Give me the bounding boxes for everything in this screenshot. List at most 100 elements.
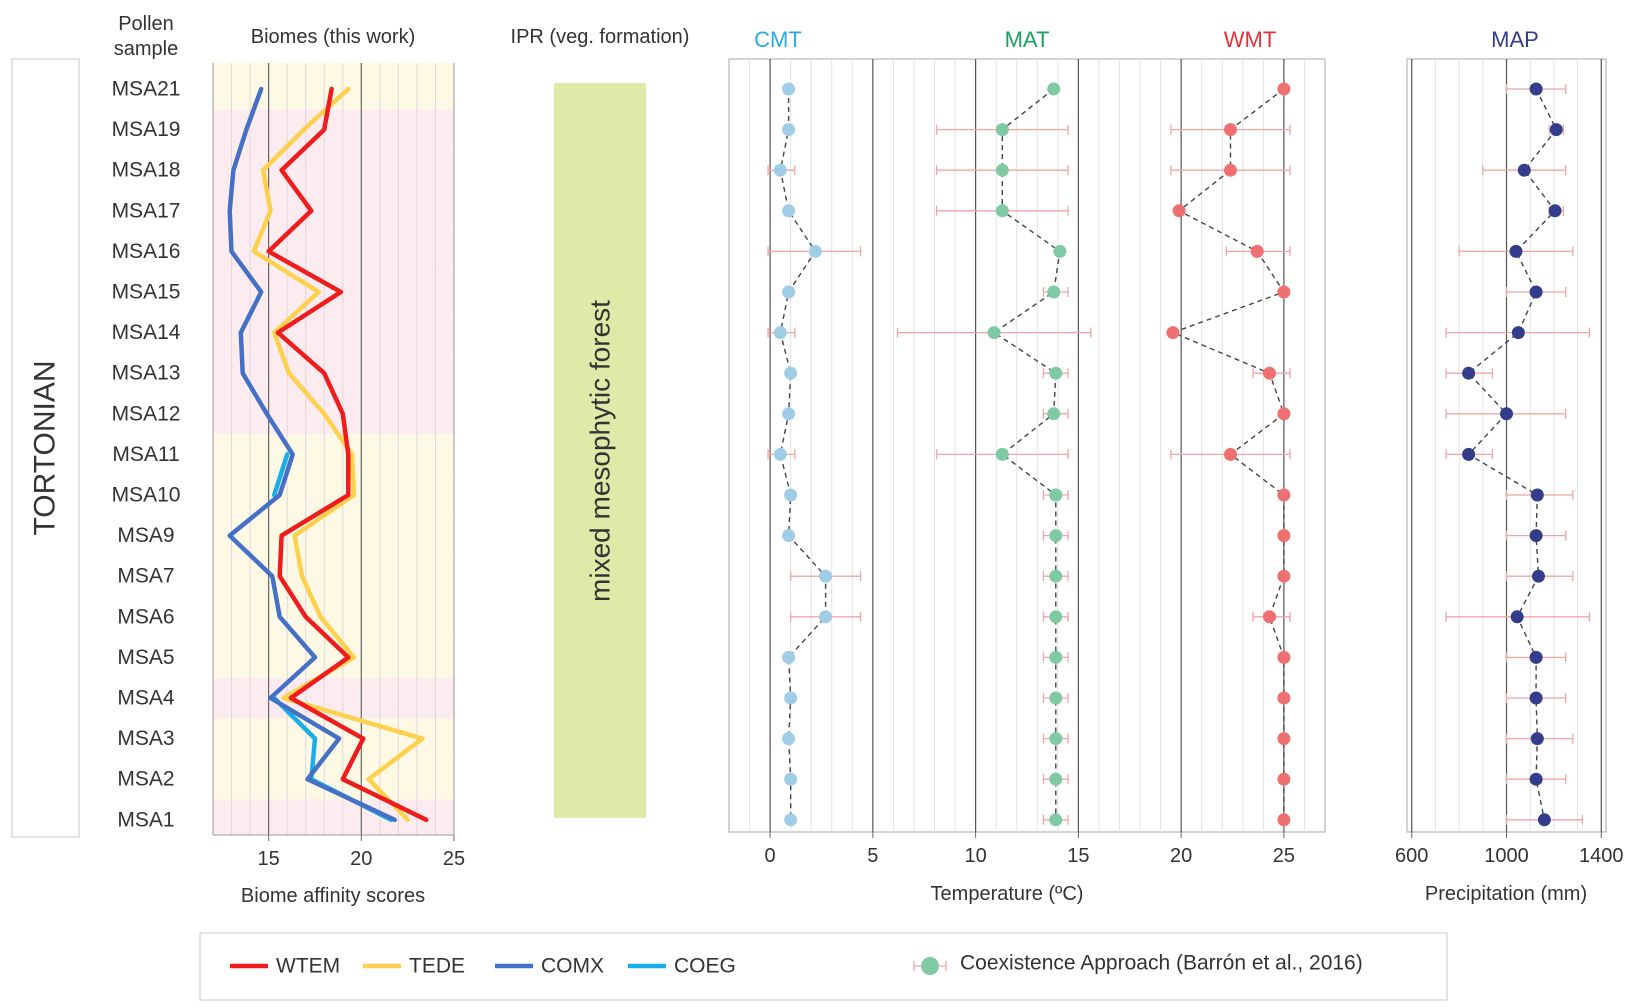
x-tick-label: 0 [765,845,776,867]
data-point-wmt [1166,326,1180,340]
data-point-map [1531,569,1545,583]
legend-box [199,932,1448,1001]
data-point-wmt [1277,813,1291,827]
sample-label: MSA10 [112,484,181,507]
data-point-cmt [773,326,787,340]
data-point-cmt [782,82,796,96]
sample-label: MSA21 [112,78,181,101]
header-pollen-line1: Pollen [118,13,174,35]
data-point-wmt [1172,204,1186,218]
data-point-map [1529,691,1543,705]
data-point-mat [1049,529,1063,543]
sample-label: MSA15 [112,281,181,304]
data-point-mat [1049,488,1063,502]
data-point-mat [995,123,1009,137]
data-point-mat [987,326,1001,340]
data-point-wmt [1277,650,1291,664]
series-line-tede [251,86,425,823]
data-point-mat [1049,691,1063,705]
x-tick-label: 25 [1273,845,1295,867]
data-point-map [1529,82,1543,96]
data-point-wmt [1277,569,1291,583]
data-point-cmt [784,691,798,705]
ipr-bar [554,83,646,818]
sample-labels: MSA21 MSA19 MSA18 MSA17 MSA16 MSA15 MSA14 MSA13… [112,78,181,832]
data-point-wmt [1223,163,1237,177]
temperature-panel: 0 5 10 15 20 25 Temperature (ºC) [728,58,1326,905]
legend-ca-marker [921,957,939,975]
data-point-mat [1049,772,1063,786]
data-point-map [1462,447,1476,461]
data-point-cmt [782,529,796,543]
legend-ca-label: Coexistence Approach (Barrón et al., 201… [960,952,1363,975]
background-band [213,190,454,232]
vegetation-label: mixed mesophytic forest [585,300,616,602]
data-point-wmt [1277,488,1291,502]
data-point-wmt [1277,407,1291,421]
data-point-mat [995,447,1009,461]
data-point-mat [1049,610,1063,624]
sample-label: MSA3 [117,727,174,750]
sample-label: MSA5 [117,646,174,669]
background-band [213,515,454,556]
header-ipr: IPR (veg. formation) [511,26,690,48]
series-line-comx [227,86,397,823]
data-point-mat [1047,285,1061,299]
x-tick-label: 15 [257,848,279,870]
data-point-cmt [782,123,796,137]
stage-box [11,58,80,838]
data-point-map [1548,204,1562,218]
data-point-cmt [782,407,796,421]
data-point-mat [1049,569,1063,583]
header-wmt: WMT [1224,27,1277,52]
sample-label: MSA18 [112,159,181,182]
background-band [213,555,454,597]
header-map: MAP [1491,27,1539,52]
data-point-cmt [784,488,798,502]
data-point-map [1530,732,1544,746]
data-point-mat [1049,366,1063,380]
data-point-cmt [773,163,787,177]
plot-frame [728,58,1326,833]
data-point-wmt [1277,691,1291,705]
header-biomes: Biomes (this work) [251,26,415,48]
data-point-wmt [1263,366,1277,380]
data-point-cmt [784,772,798,786]
data-point-map [1529,529,1543,543]
data-point-map [1462,366,1476,380]
background-band [213,109,454,150]
biome-panel: 15 20 25 Biome affinity scores [212,63,465,907]
data-point-map [1509,244,1523,258]
data-point-wmt [1277,285,1291,299]
data-point-wmt [1277,732,1291,746]
x-tick-label: 1400 [1579,845,1624,867]
x-tick-label: 15 [1067,845,1089,867]
data-point-map [1549,123,1563,137]
sample-label: MSA2 [117,768,174,791]
x-tick-label: 5 [867,845,878,867]
x-tick-label: 25 [443,848,465,870]
data-point-wmt [1263,610,1277,624]
data-point-map [1529,650,1543,664]
data-point-mat [1047,82,1061,96]
x-axis-label: Precipitation (mm) [1425,883,1587,905]
x-tick-label: 10 [964,845,986,867]
data-point-wmt [1223,447,1237,461]
sample-label: MSA16 [112,240,181,263]
data-point-mat [1049,732,1063,746]
series-line-coeg [271,452,290,498]
data-point-map [1517,163,1531,177]
data-point-map [1530,488,1544,502]
legend-label-coeg: COEG [674,955,736,978]
data-point-cmt [819,569,833,583]
data-point-cmt [784,366,798,380]
data-point-mat [1053,244,1067,258]
x-tick-label: 600 [1395,845,1428,867]
data-point-map [1511,326,1525,340]
data-point-map [1537,813,1551,827]
background-band [213,149,454,191]
series-line-wtem [266,86,429,823]
legend-label-wtem: WTEM [276,955,340,978]
data-point-cmt [782,285,796,299]
data-point-map [1529,285,1543,299]
